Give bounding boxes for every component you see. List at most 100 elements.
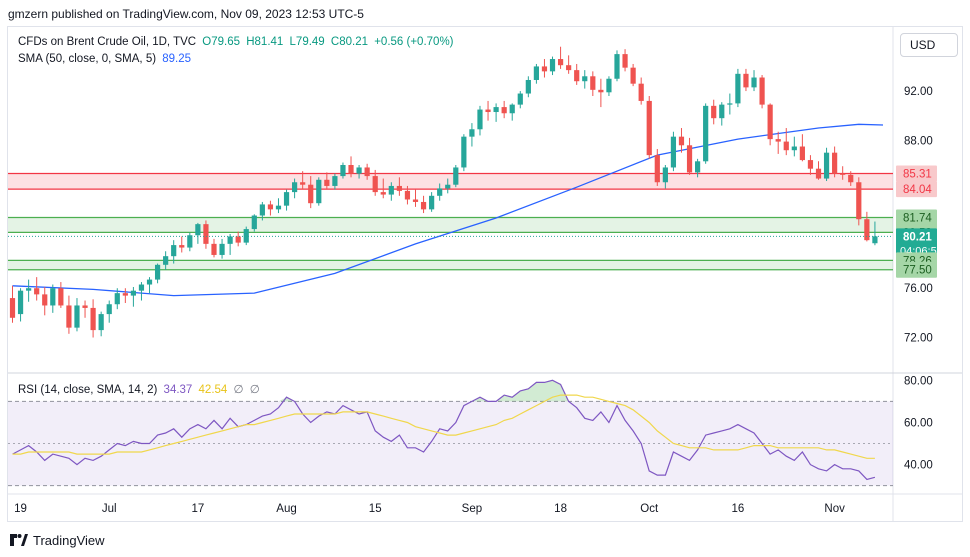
candle-body <box>243 229 249 243</box>
candle-body <box>453 167 459 185</box>
candle-body <box>235 236 241 243</box>
candle-body <box>759 77 765 105</box>
candle-body <box>678 136 685 146</box>
candle-body <box>396 185 402 191</box>
time-tick-label: 16 <box>732 503 745 515</box>
candle-body <box>638 83 644 101</box>
candle-body <box>445 184 451 189</box>
candle-body <box>340 165 346 177</box>
candle-body <box>743 73 749 88</box>
price-legend: CFDs on Brent Crude Oil, 1D, TVC O79.65 … <box>18 36 457 48</box>
candle-body <box>509 104 515 114</box>
low-value: L79.49 <box>289 36 325 48</box>
candle-body <box>251 215 257 230</box>
candle-body <box>630 67 636 84</box>
candle-body <box>187 235 193 248</box>
candle-body <box>154 264 161 280</box>
candle-body <box>469 129 475 137</box>
currency-button[interactable]: USD <box>900 33 958 57</box>
candle-body <box>590 76 596 90</box>
symbol-title: CFDs on Brent Crude Oil, 1D, TVC <box>18 36 197 48</box>
zone-price-label-red: 84.04 <box>903 184 932 196</box>
candle-body <box>646 100 652 156</box>
candle-body <box>292 182 298 193</box>
time-tick-label: 19 <box>14 503 27 515</box>
change-value: +0.56 (+0.70%) <box>374 36 454 48</box>
candle-body <box>566 65 572 71</box>
sma-label: SMA (50, close, 0, SMA, 5) <box>18 53 157 65</box>
support-lower-zone <box>8 260 893 270</box>
sma-value: 89.25 <box>162 53 192 65</box>
candle-body <box>267 204 274 210</box>
tradingview-logo-icon <box>10 534 28 546</box>
candle-body <box>501 107 507 114</box>
rsi-band-fill <box>8 401 893 486</box>
zone-price-label-green-bg <box>896 209 937 226</box>
candle-body <box>686 145 693 173</box>
footer-brand-text: TradingView <box>33 532 105 548</box>
time-tick-label: Sep <box>462 503 482 515</box>
candle-body <box>364 167 370 177</box>
current-price-label-bg <box>896 228 937 259</box>
candle-body <box>582 76 588 82</box>
candle-body <box>775 139 781 142</box>
rsi-overbought-fill <box>544 380 553 402</box>
time-tick-label: Nov <box>824 503 845 515</box>
candle-body <box>404 190 411 200</box>
open-value: O79.65 <box>202 36 241 48</box>
candle-body <box>799 146 805 161</box>
resistance-zone <box>8 173 893 190</box>
chart-frame <box>7 26 963 522</box>
candle-body <box>517 93 523 105</box>
rsi-tick-label: 60.00 <box>904 417 933 429</box>
candle-body <box>695 161 701 173</box>
candle-body <box>58 288 64 306</box>
candle-body <box>557 59 564 66</box>
candle-body <box>420 201 427 210</box>
candle-body <box>98 314 104 331</box>
candle-body <box>412 199 419 202</box>
candle-body <box>815 168 822 179</box>
candle-body <box>783 141 789 151</box>
price-tick-label: 88.00 <box>904 135 933 147</box>
zone-price-label-red: 85.31 <box>903 169 932 181</box>
candle-body <box>872 236 878 244</box>
candle-body <box>533 66 539 80</box>
candle-body <box>832 152 838 174</box>
candle-body <box>864 219 870 241</box>
rsi-overbought-fill <box>504 395 513 402</box>
time-tick-label: Oct <box>640 503 659 515</box>
candle-body <box>711 105 717 119</box>
time-tick-label: Aug <box>276 503 296 515</box>
candle-body <box>485 109 491 113</box>
candle-body <box>856 182 862 220</box>
rsi-line <box>12 379 876 481</box>
rsi-overbought-fill <box>512 390 521 402</box>
candle-body <box>332 176 338 186</box>
rsi-overbought-fill <box>528 382 537 402</box>
candle-body <box>308 184 314 204</box>
price-tick-label: 72.00 <box>904 333 933 345</box>
candle-body <box>9 298 16 318</box>
candle-body <box>606 78 612 93</box>
candle-body <box>90 307 96 331</box>
candle-body <box>823 152 830 179</box>
candle-body <box>549 59 556 72</box>
candle-body <box>26 288 32 291</box>
candle-body <box>719 104 725 119</box>
footer-brand[interactable]: TradingView <box>10 531 105 549</box>
rsi-ma-line <box>12 394 875 459</box>
zone-price-label-red-bg <box>896 165 937 182</box>
candle-body <box>130 290 136 296</box>
candle-body <box>179 245 185 248</box>
rsi-tick-label: 40.00 <box>904 460 933 472</box>
candle-body <box>662 167 668 183</box>
candle-body <box>324 179 330 186</box>
candle-body <box>429 195 435 210</box>
candle-body <box>163 256 169 265</box>
candle-body <box>791 146 797 151</box>
candle-body <box>380 192 386 195</box>
zone-price-label-red-bg <box>896 181 937 198</box>
time-tick-label: 15 <box>369 503 382 515</box>
